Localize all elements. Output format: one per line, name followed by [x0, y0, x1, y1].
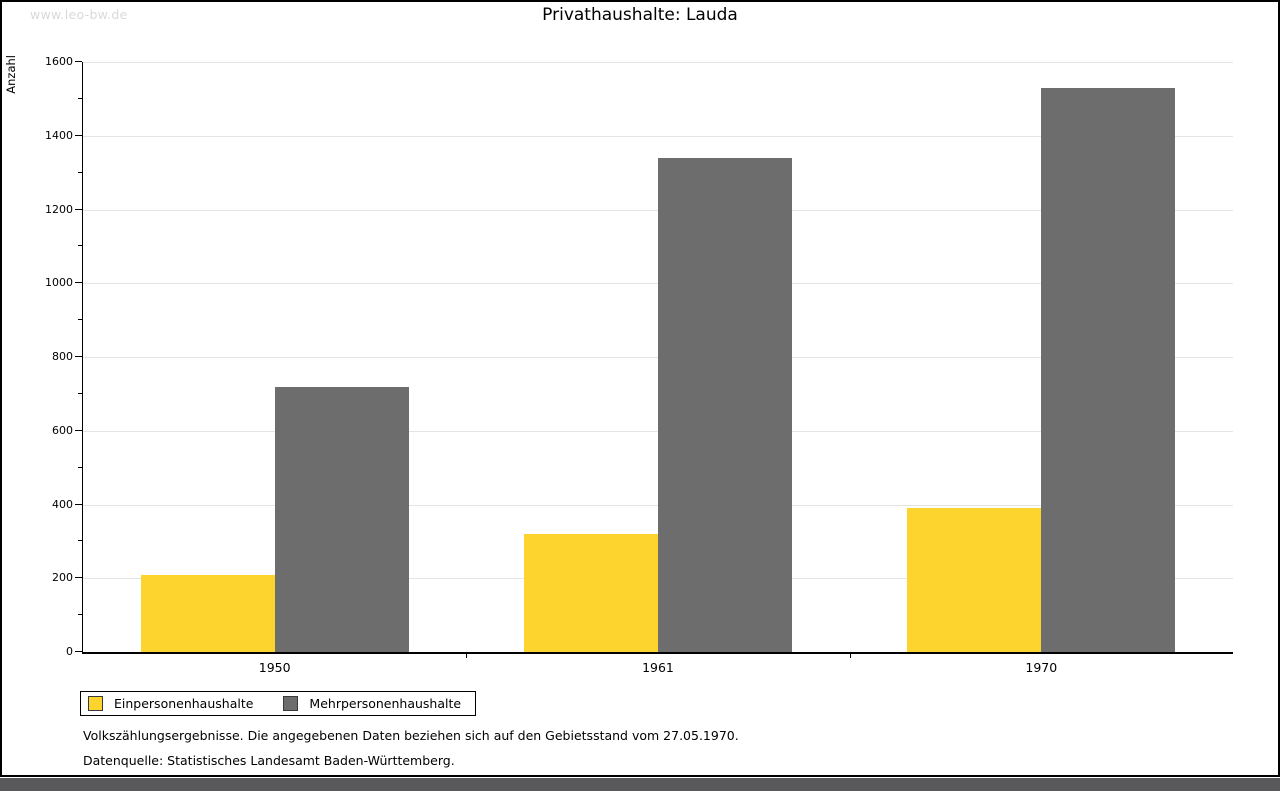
y-axis-minor-tick	[78, 614, 82, 616]
y-axis-tick	[75, 577, 82, 579]
y-axis-minor-tick	[78, 319, 82, 321]
y-axis-title: Anzahl	[4, 55, 18, 94]
bar-mehrpersonenhaushalte-1970	[1041, 87, 1176, 652]
gridline-1400	[83, 135, 1233, 137]
x-axis-tick	[466, 652, 468, 658]
bar-mehrpersonenhaushalte-1961	[658, 157, 792, 652]
legend-label: Einpersonenhaushalte	[114, 696, 254, 711]
footnote-source-line1: Volkszählungsergebnisse. Die angegebenen…	[83, 728, 739, 743]
y-axis-tick-label: 200	[52, 571, 73, 585]
page-title: Privathaushalte: Lauda	[542, 5, 738, 25]
bottom-bar	[0, 778, 1280, 791]
legend-item-einpersonenhaushalte: Einpersonenhaushalte	[88, 696, 253, 711]
x-axis-category-label: 1950	[258, 660, 291, 675]
gridline-1600	[83, 62, 1233, 63]
y-axis-minor-tick	[78, 466, 82, 468]
legend-swatch	[88, 696, 103, 711]
y-axis-tick	[75, 282, 82, 284]
x-axis-tick	[849, 652, 851, 658]
legend-label: Mehrpersonenhaushalte	[309, 696, 462, 711]
y-axis-tick	[75, 356, 82, 357]
y-axis-tick-label: 400	[52, 497, 73, 511]
legend-item-mehrpersonenhaushalte: Mehrpersonenhaushalte	[283, 696, 461, 711]
x-axis-category-label: 1961	[642, 660, 674, 675]
y-axis-tick-label: 1600	[45, 55, 73, 68]
y-axis-tick	[75, 651, 82, 652]
y-axis-minor-tick	[78, 97, 82, 99]
y-axis-tick-label: 1000	[45, 276, 73, 290]
y-axis-tick	[75, 429, 82, 431]
y-axis-minor-tick	[78, 245, 82, 247]
bar-einpersonenhaushalte-1961	[524, 534, 658, 652]
y-axis-tick-label: 1400	[45, 128, 73, 142]
y-axis-tick-label: 1200	[45, 202, 73, 216]
y-axis-tick	[75, 61, 82, 62]
legend-swatch	[283, 696, 299, 711]
bar-einpersonenhaushalte-1970	[907, 508, 1042, 652]
y-axis-tick-label: 600	[52, 423, 73, 437]
y-axis-tick-label: 0	[66, 645, 73, 658]
y-axis-tick	[75, 134, 82, 136]
x-axis-category-label: 1970	[1025, 660, 1058, 675]
y-axis-minor-tick	[78, 171, 82, 173]
y-axis-tick	[75, 208, 82, 210]
y-axis-minor-tick	[78, 540, 82, 542]
bar-mehrpersonenhaushalte-1950	[274, 386, 409, 652]
footnote-source-line2: Datenquelle: Statistisches Landesamt Bad…	[83, 753, 455, 768]
watermark: www.leo-bw.de	[30, 7, 128, 22]
y-axis-tick	[75, 503, 82, 505]
y-axis-tick-label: 800	[52, 350, 73, 363]
plot-area: 0 200 400 600 800 1000 1200 1400 1600 1950 1961 197…	[45, 55, 1233, 675]
bar-einpersonenhaushalte-1950	[140, 574, 275, 652]
legend: Einpersonenhaushalte Mehrpersonenhaushalt…	[80, 691, 477, 716]
y-axis-minor-tick	[78, 392, 82, 394]
